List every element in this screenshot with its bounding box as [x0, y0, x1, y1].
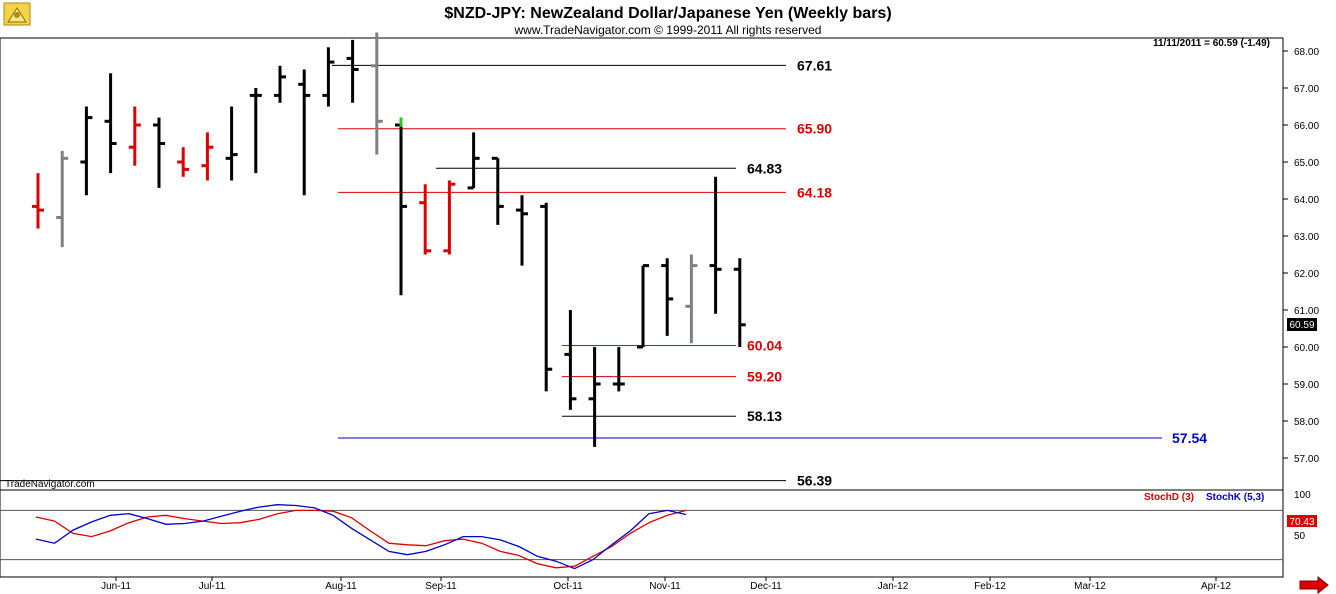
ohlc-bar [201, 132, 214, 181]
last-price-text: 60.59 [1289, 320, 1314, 331]
ohlc-bar [249, 88, 262, 174]
price-tick-label: 63.00 [1294, 232, 1319, 243]
ohlc-bar [370, 32, 383, 155]
ohlc-bar [443, 180, 456, 255]
scroll-right-arrow-icon[interactable] [1299, 575, 1329, 594]
level-label: 64.18 [797, 184, 832, 200]
price-tick-label: 58.00 [1294, 417, 1319, 428]
price-tick-label: 59.00 [1294, 380, 1319, 391]
ohlc-bar [56, 150, 69, 248]
stochastic-legend: StochD (3) StochK (5,3) [1144, 492, 1264, 503]
ohlc-bar [709, 176, 722, 314]
stochastic-axis: 100 50 [1294, 490, 1311, 542]
ohlc-bar [467, 132, 480, 190]
time-tick-label: Jul-11 [199, 581, 226, 592]
ohlc-bar [733, 258, 746, 347]
time-tick-label: Mar-12 [1074, 581, 1106, 592]
trade-navigator-logo [3, 2, 31, 26]
chart-title: $NZD-JPY: NewZealand Dollar/Japanese Yen… [444, 5, 891, 22]
time-tick-label: Jun-11 [101, 581, 131, 592]
stoch-tick-label: 100 [1294, 490, 1311, 501]
ohlc-bar [637, 264, 649, 349]
level-label: 56.39 [797, 473, 832, 489]
stoch-current-text: 70.43 [1289, 517, 1314, 528]
price-tick-label: 67.00 [1294, 84, 1319, 95]
time-tick-label: Feb-12 [974, 581, 1006, 592]
ohlc-bar [322, 47, 335, 107]
price-tick-label: 68.00 [1294, 47, 1319, 58]
level-lines: 67.61 65.90 64.83 64.18 60.04 59.20 58.13 57.54… [0, 57, 1207, 489]
stoch-tick-label: 50 [1294, 531, 1306, 542]
ohlc-bar [177, 147, 190, 177]
ohlc-bar [346, 39, 359, 103]
level-label: 65.90 [797, 121, 832, 137]
level-label: 57.54 [1172, 430, 1207, 446]
ohlc-bar [80, 106, 93, 196]
chart-subtitle: www.TradeNavigator.com © 1999-2011 All r… [514, 23, 822, 37]
level-label: 67.61 [797, 57, 832, 73]
ohlc-bar [612, 347, 625, 392]
price-panel [0, 37, 1284, 491]
legend-stoch-d: StochD (3) [1144, 492, 1194, 503]
ohlc-bar [274, 65, 286, 103]
time-tick-label: Jan-12 [878, 581, 909, 592]
ohlc-bar [153, 117, 165, 188]
stochastic-lines [35, 504, 687, 570]
time-tick-label: Oct-11 [553, 581, 583, 592]
quote-readout: 11/11/2011 = 60.59 (-1.49) [1153, 38, 1270, 49]
price-tick-label: 66.00 [1294, 121, 1319, 132]
level-label: 64.83 [747, 160, 782, 176]
ohlc-bar [491, 156, 504, 225]
price-tick-label: 65.00 [1294, 158, 1319, 169]
time-tick-label: Nov-11 [649, 581, 681, 592]
time-tick-label: Sep-11 [425, 581, 457, 592]
stochastic-reference-lines [0, 509, 1283, 561]
level-label: 60.04 [747, 338, 782, 354]
ohlc-bar [516, 195, 528, 266]
ohlc-bar [104, 73, 117, 174]
stoch-line-k [35, 504, 687, 570]
ohlc-bar [298, 69, 311, 196]
ohlc-bar [128, 106, 141, 166]
watermark: TradeNavigator.com [5, 479, 95, 490]
stoch-current-tag: 70.43 [1287, 515, 1317, 528]
ohlc-bar [419, 184, 432, 255]
ohlc-bar [661, 258, 674, 336]
price-tick-label: 62.00 [1294, 269, 1319, 280]
price-tick-label: 60.00 [1294, 343, 1319, 354]
legend-stoch-k: StochK (5,3) [1206, 492, 1264, 503]
ohlc-bar [32, 173, 44, 229]
ohlc-bar [685, 254, 698, 344]
ohlc-bar [225, 106, 238, 181]
ohlc-bar [395, 117, 407, 296]
ohlc-bar [540, 202, 553, 392]
time-tick-label: Apr-12 [1201, 581, 1231, 592]
stochastic-panel [0, 489, 1284, 578]
price-axis: 57.00 58.00 59.00 60.00 61.00 62.00 63.00 64.00… [1283, 47, 1319, 465]
level-label: 59.20 [747, 369, 782, 385]
price-tick-label: 57.00 [1294, 454, 1319, 465]
time-axis: Jun-11 Jul-11 Aug-11 Sep-11 Oct-11 Nov-11 Dec-… [101, 577, 1231, 592]
level-label: 58.13 [747, 408, 782, 424]
time-tick-label: Aug-11 [325, 581, 357, 592]
ohlc-bar [564, 310, 577, 410]
price-tick-label: 61.00 [1294, 306, 1319, 317]
price-tick-label: 64.00 [1294, 195, 1319, 206]
ohlc-bar [588, 347, 601, 447]
price-bars [32, 32, 746, 447]
last-price-tag: 60.59 [1287, 318, 1317, 331]
time-tick-label: Dec-11 [750, 581, 782, 592]
